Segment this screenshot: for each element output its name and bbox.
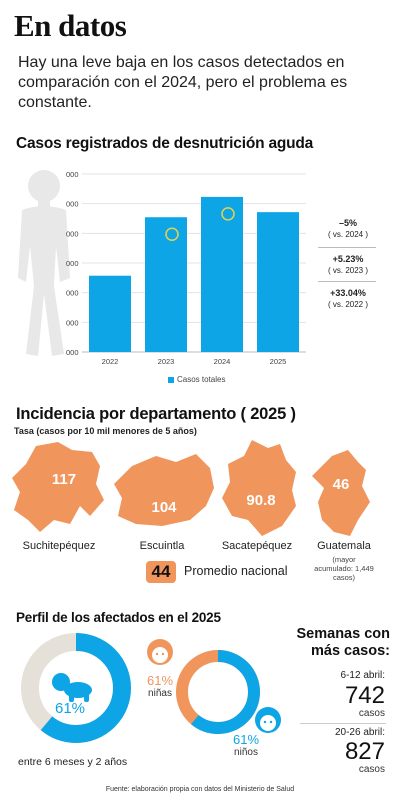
- y-tick-label: 000: [66, 229, 79, 238]
- stat-pct: –5%: [338, 218, 357, 228]
- dep-note-guatemala: (mayor acumulado: 1,449 casos): [314, 555, 374, 582]
- age-donut-arc: [21, 633, 131, 743]
- average-label: Promedio nacional: [184, 564, 288, 578]
- stat-vs-2024: –5% ( vs. 2024 ): [318, 218, 378, 240]
- girls-label: niñas: [148, 688, 172, 699]
- bar-2024: [201, 196, 243, 352]
- escuintla-map: [114, 454, 214, 526]
- child-silhouette-icon: [18, 170, 70, 356]
- gender-donut-arc: [176, 650, 260, 734]
- source-note: Fuente: elaboración propia con datos del…: [105, 786, 295, 793]
- divider: [300, 723, 386, 724]
- week-cases-value: 827: [344, 738, 385, 765]
- week-range: 6-12 abril:: [340, 670, 385, 681]
- legend-swatch: [168, 376, 174, 383]
- sacatepequez-map: [222, 440, 296, 536]
- x-tick-label: 2023: [158, 357, 175, 366]
- y-tick-label: 000: [66, 200, 79, 209]
- profile-donuts: [21, 633, 281, 743]
- week-cases-value: 742: [344, 682, 385, 709]
- stat-vs: ( vs. 2024 ): [327, 230, 368, 239]
- week-cases-unit: casos: [358, 708, 385, 719]
- boys-label: niños: [234, 747, 258, 758]
- bar-2022: [89, 275, 131, 352]
- stat-vs: ( vs. 2022 ): [327, 300, 368, 309]
- chart-legend: Casos totales: [168, 375, 225, 384]
- guatemala-map: [312, 450, 370, 536]
- boys-pct: 61%: [232, 732, 260, 747]
- dep-name-guatemala: Guatemala: [317, 540, 371, 552]
- age-label: entre 6 meses y 2 años: [18, 756, 128, 768]
- y-tick-label: 000: [66, 170, 79, 179]
- stat-vs-2022: +33.04% ( vs. 2022 ): [318, 288, 378, 310]
- y-tick-label: 000: [66, 318, 79, 327]
- suchitepequez-map: [12, 442, 104, 532]
- week-cases-unit: casos: [358, 764, 385, 775]
- stat-pct: +5.23%: [332, 254, 364, 264]
- x-tick-label: 2024: [214, 357, 231, 366]
- bar-2025: [257, 212, 299, 352]
- x-tick-label: 2022: [102, 357, 119, 366]
- girl-icon: [147, 639, 173, 665]
- section-subtitle-departments: Tasa (casos por 10 mil menores de 5 años…: [14, 426, 197, 436]
- girls-pct: 61%: [146, 673, 174, 688]
- baby-icon: [52, 673, 92, 702]
- divider: [318, 247, 376, 248]
- dep-name-suchitepequez: Suchitepéquez: [22, 540, 96, 552]
- section-title-profile: Perfil de los afectados en el 2025: [16, 610, 221, 625]
- section-title-departments: Incidencia por departamento ( 2025 ): [16, 405, 296, 423]
- boy-icon: [255, 707, 281, 733]
- dep-value-escuintla: 104: [151, 499, 177, 516]
- y-tick-label: 000: [66, 348, 79, 357]
- dep-name-escuintla: Escuintla: [139, 540, 185, 552]
- department-maps: 117 104 90.8 46: [12, 440, 370, 536]
- highlight-circle-2023: [165, 227, 179, 241]
- week-range: 20-26 abril:: [334, 727, 385, 738]
- bar-chart: 2022 2023 2024 2025 000 000 000 000 000 000 000: [18, 170, 306, 366]
- y-tick-label: 000: [66, 259, 79, 268]
- stat-vs: ( vs. 2023 ): [327, 266, 368, 275]
- y-tick-label: 000: [66, 289, 79, 298]
- age-pct: 61%: [54, 700, 86, 717]
- x-tick-label: 2025: [270, 357, 287, 366]
- stat-pct: +33.04%: [330, 288, 366, 298]
- dep-value-sacatepequez: 90.8: [246, 492, 275, 509]
- weeks-title: Semanas con más casos:: [296, 626, 391, 659]
- dep-name-sacatepequez: Sacatepéquez: [221, 540, 293, 552]
- chart-title: Casos registrados de desnutrición aguda: [16, 135, 314, 152]
- divider: [318, 281, 376, 282]
- intro-text: Hay una leve baja en los casos detectado…: [18, 54, 348, 111]
- legend-label: Casos totales: [177, 375, 226, 384]
- page-title: En datos: [14, 8, 127, 43]
- dep-value-guatemala: 46: [333, 476, 350, 493]
- bar-2023: [145, 217, 187, 352]
- stat-vs-2023: +5.23% ( vs. 2023 ): [318, 254, 378, 276]
- highlight-circle-2024: [221, 207, 235, 221]
- average-value-badge: 44: [146, 561, 176, 583]
- dep-value-suchitepequez: 117: [52, 471, 76, 488]
